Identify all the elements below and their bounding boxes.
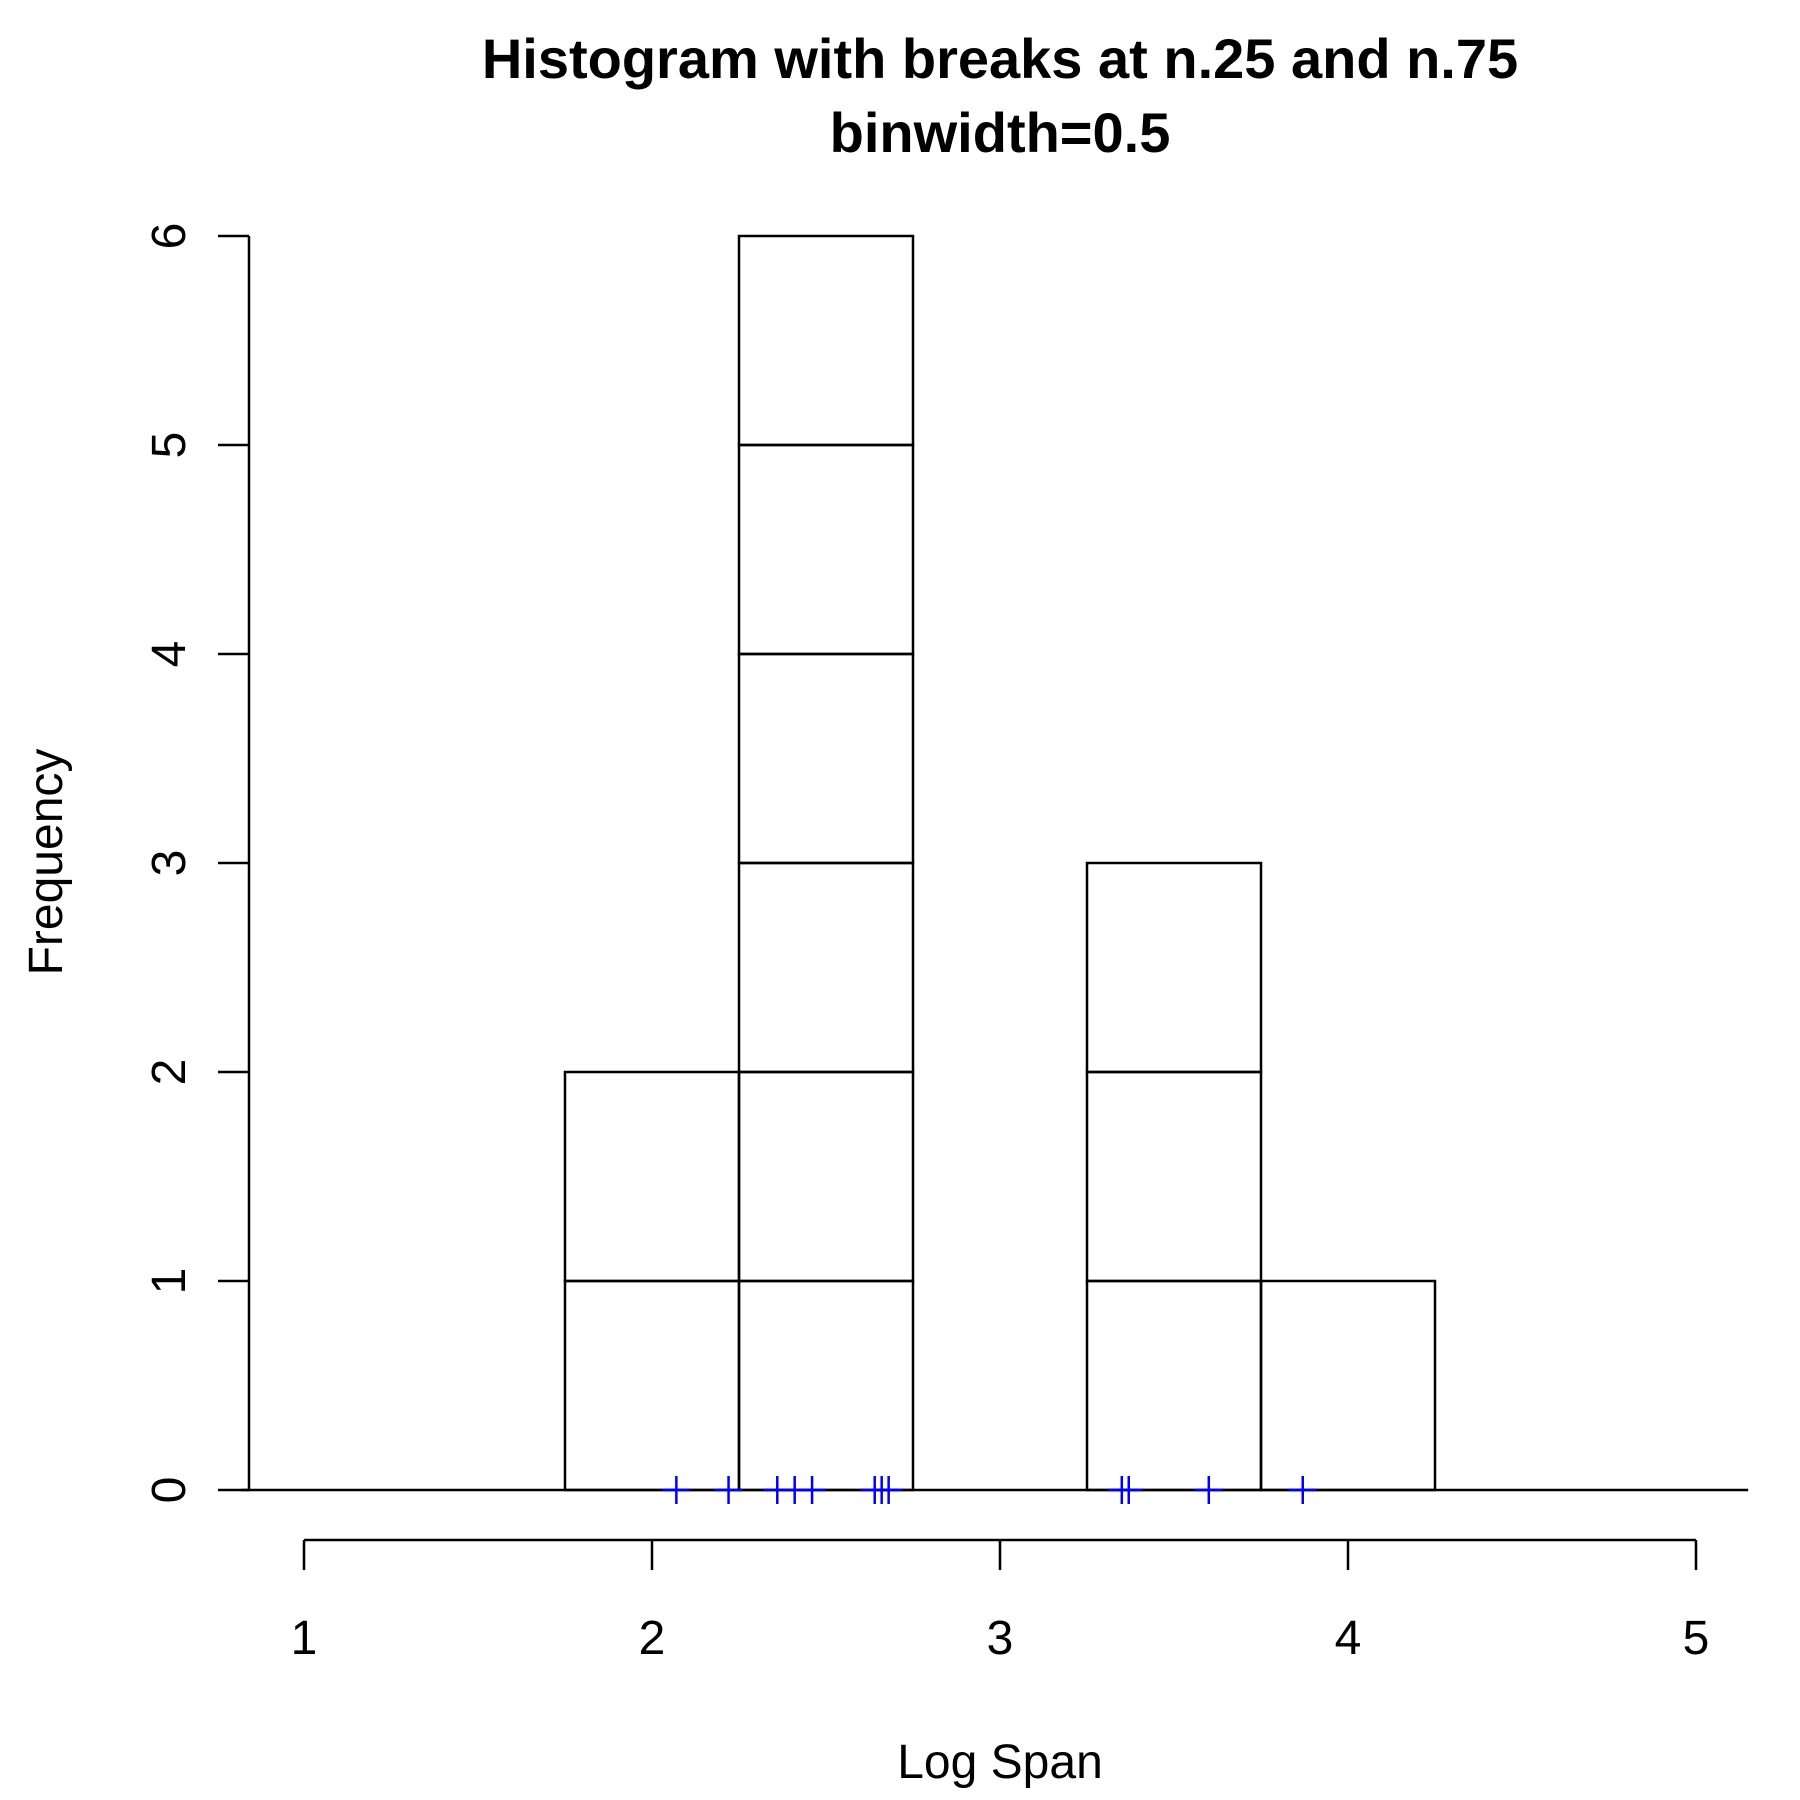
bars (563, 234, 1437, 1492)
histogram-bar-0-cell-1 (563, 1070, 741, 1283)
y-tick-label-3: 3 (143, 850, 196, 877)
y-tick-label-5: 5 (143, 432, 196, 459)
y-tick-label-6: 6 (143, 223, 196, 250)
y-tick-label-0: 0 (143, 1477, 196, 1504)
x-tick-label-4: 5 (1683, 1612, 1710, 1665)
chart-title: Histogram with breaks at n.25 and n.75 (482, 27, 1518, 90)
histogram-bar-1-cell-0 (737, 1279, 915, 1492)
y-tick-label-4: 4 (143, 641, 196, 668)
x-tick-label-2: 3 (987, 1612, 1014, 1665)
histogram-bar-1-cell-5 (737, 234, 915, 447)
histogram-bar-3-cell-2 (1085, 861, 1263, 1074)
chart-subtitle: binwidth=0.5 (830, 101, 1171, 164)
y-tick-label-1: 1 (143, 1268, 196, 1295)
y-axis: 0 1 2 3 4 5 6 (143, 223, 251, 1504)
y-axis-label: Frequency (20, 749, 73, 976)
x-axis-label: Log Span (897, 1736, 1103, 1789)
histogram-bar-1-cell-1 (737, 1070, 915, 1283)
rug-marks (662, 1476, 1317, 1504)
histogram-bar-1-cell-4 (737, 443, 915, 656)
x-tick-label-1: 2 (639, 1612, 666, 1665)
histogram-bar-3-cell-1 (1085, 1070, 1263, 1283)
x-tick-label-0: 1 (291, 1612, 318, 1665)
histogram-bar-3-cell-0 (1085, 1279, 1263, 1492)
histogram-bar-4-cell-0 (1259, 1279, 1437, 1492)
histogram-bar-1-cell-2 (737, 861, 915, 1074)
x-axis: 1 2 3 4 5 (291, 1538, 1710, 1665)
histogram-bar-0-cell-0 (563, 1279, 741, 1492)
histogram-bar-1-cell-3 (737, 652, 915, 865)
x-tick-label-3: 4 (1335, 1612, 1362, 1665)
y-tick-label-2: 2 (143, 1059, 196, 1086)
